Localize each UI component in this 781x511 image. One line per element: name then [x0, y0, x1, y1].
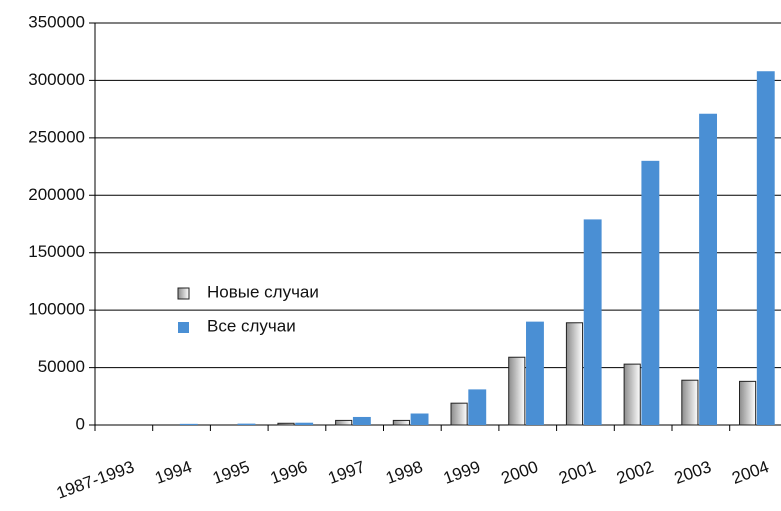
y-tick-label: 100000: [28, 300, 85, 319]
y-tick-label: 300000: [28, 70, 85, 89]
legend-swatch: [178, 322, 189, 333]
bar: [565, 322, 584, 426]
y-tick-label: 250000: [28, 127, 85, 146]
bar: [352, 416, 371, 425]
x-tick-label: 2003: [672, 457, 714, 488]
bar: [681, 379, 699, 426]
bar: [335, 419, 353, 426]
bar: [295, 422, 314, 425]
legend-label: Новые случаи: [207, 282, 319, 301]
legend-swatch: [177, 287, 190, 300]
x-tick-label: 1996: [268, 457, 310, 488]
x-tick-label: 2001: [556, 457, 598, 488]
bar: [623, 363, 641, 426]
x-tick-label: 1998: [383, 457, 425, 488]
bar: [410, 413, 429, 425]
legend-label: Все случаи: [207, 316, 296, 335]
x-tick-label: 1997: [326, 457, 368, 488]
x-tick-label: 1999: [441, 457, 483, 488]
bar: [739, 380, 757, 426]
y-tick-label: 350000: [28, 12, 85, 31]
y-tick-label: 0: [76, 414, 85, 433]
bar: [641, 160, 660, 426]
bar: [450, 402, 468, 426]
bar: [756, 71, 775, 426]
y-tick-label: 200000: [28, 185, 85, 204]
bar: [277, 422, 295, 426]
x-tick-label: 2004: [729, 457, 771, 488]
bar: [699, 113, 718, 425]
y-tick-label: 50000: [38, 357, 85, 376]
bar: [583, 219, 602, 425]
x-tick-label: 1995: [210, 457, 252, 488]
bar: [392, 419, 410, 426]
x-tick-label: 1987-1993: [54, 457, 137, 503]
bar: [526, 321, 544, 425]
bar: [237, 423, 256, 425]
x-tick-label: 1994: [152, 457, 194, 488]
bar: [179, 423, 198, 425]
bar: [468, 389, 487, 425]
x-tick-label: 2000: [499, 457, 541, 488]
y-tick-label: 150000: [28, 242, 85, 261]
bar: [508, 356, 526, 426]
x-tick-label: 2002: [614, 457, 656, 488]
